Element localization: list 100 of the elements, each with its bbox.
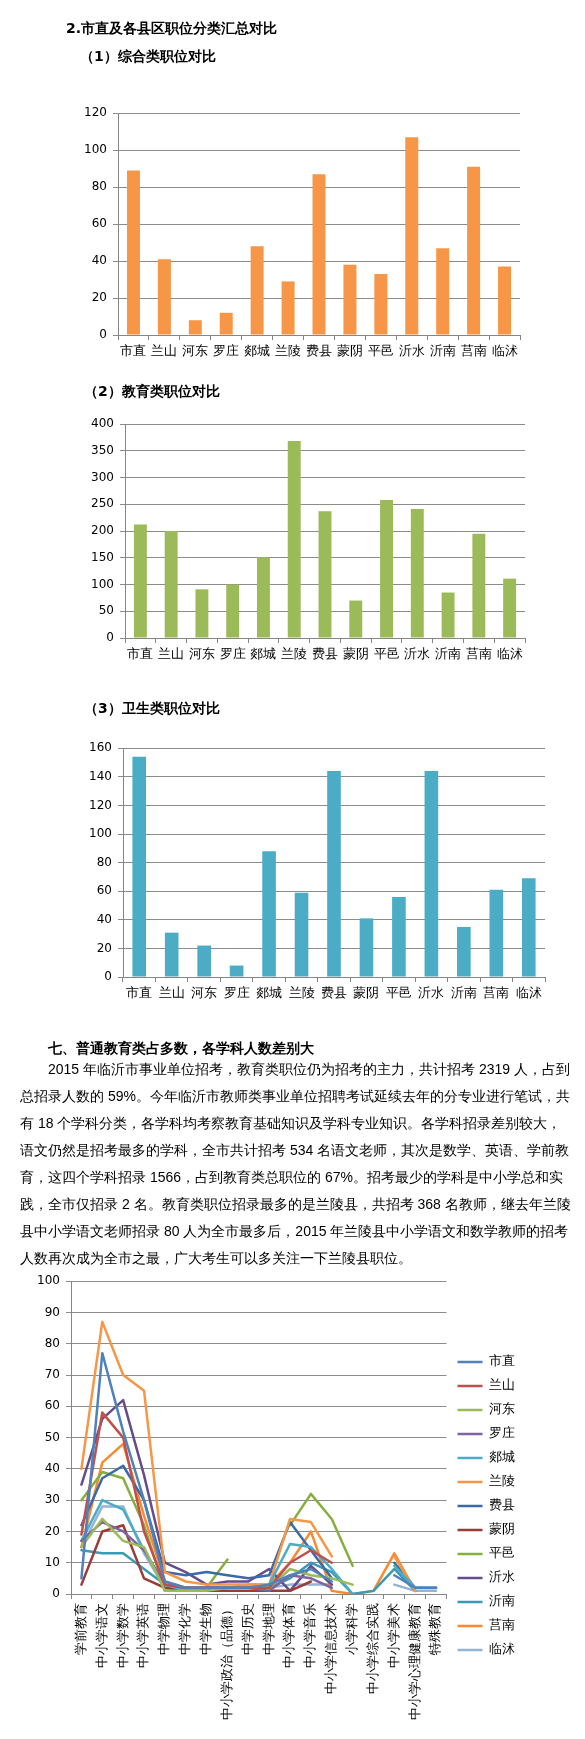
legend-label: 市直 [489,1353,515,1369]
x-tick-label: 费县 [321,985,347,1001]
y-tick-label: 20 [96,940,112,955]
x-tick-label: 沂南 [450,985,477,1001]
legend-label: 平邑 [489,1545,515,1561]
y-tick-label: 350 [91,442,114,457]
legend-label: 蒙阴 [489,1521,515,1537]
x-tick-label: 莒南 [460,343,487,359]
x-tick-label: 兰山 [151,343,178,359]
legend-label: 郯城 [489,1449,515,1465]
x-tick-label: 特殊教育 [427,1603,443,1655]
x-tick-label: 沂水 [398,343,425,359]
y-tick-label: 80 [96,854,112,869]
y-tick-label: 30 [44,1492,60,1507]
x-tick-label: 兰山 [158,646,185,662]
x-tick-label: 蒙阴 [336,343,363,359]
y-tick-label: 120 [89,797,112,812]
x-tick-label: 中学生物 [197,1603,213,1655]
legend-label: 沂水 [489,1569,515,1585]
x-tick-label: 莒南 [465,646,492,662]
x-tick-label: 沂水 [418,985,445,1001]
x-tick-label: 罗庄 [213,343,240,359]
y-tick-label: 100 [91,576,114,591]
y-tick-label: 10 [44,1554,60,1569]
chart-title: 2.市直及各县区职位分类汇总对比 [66,20,278,36]
x-tick-label: 中小学政治（品德） [218,1603,234,1720]
x-tick-label: 兰陵 [281,646,308,662]
x-tick-label: 中小学体育 [281,1603,297,1668]
chart-subtitle: （1）综合类职位对比 [80,48,216,64]
y-tick-label: 70 [44,1367,60,1382]
x-tick-label: 蒙阴 [353,985,380,1001]
y-tick-label: 40 [44,1461,60,1476]
y-tick-label: 120 [84,105,107,120]
x-tick-label: 临沭 [491,343,518,359]
x-tick-label: 河东 [188,646,215,662]
chart-title: （3）卫生类职位对比 [84,700,220,716]
x-tick-label: 中小学数学 [114,1603,130,1668]
y-tick-label: 160 [89,740,112,755]
y-tick-label: 20 [44,1523,60,1538]
legend-label: 费县 [489,1497,515,1513]
x-tick-label: 学前教育 [72,1603,88,1655]
x-tick-label: 费县 [312,646,338,662]
x-tick-label: 郯城 [256,985,283,1001]
chart-title: 七、普通教育类占多数，各学科人数差别大 [48,1040,314,1056]
x-tick-label: 兰山 [158,985,185,1001]
y-tick-label: 0 [106,630,114,645]
y-tick-label: 140 [89,768,112,783]
legend-label: 兰山 [489,1377,515,1393]
x-tick-label: 费县 [306,343,332,359]
y-tick-label: 100 [84,142,107,157]
y-tick-label: 250 [91,496,114,511]
y-tick-label: 150 [91,549,114,564]
x-tick-label: 临沭 [515,985,542,1001]
x-tick-label: 中小学英语 [135,1603,151,1668]
x-tick-label: 中小学语文 [93,1603,109,1668]
x-tick-label: 郯城 [250,646,277,662]
x-tick-label: 沂南 [429,343,456,359]
x-tick-label: 河东 [191,985,218,1001]
x-tick-label: 中小学综合实践 [364,1603,380,1694]
x-tick-label: 河东 [182,343,209,359]
x-tick-label: 平邑 [373,646,400,662]
y-tick-label: 300 [91,469,114,484]
x-tick-label: 中小学信息技术 [323,1603,339,1694]
y-tick-label: 60 [91,216,107,231]
x-tick-label: 小学科学 [344,1603,359,1655]
x-tick-label: 沂水 [404,646,431,662]
y-tick-label: 0 [99,327,107,342]
x-tick-label: 中小学美术 [385,1603,401,1668]
y-tick-label: 40 [96,911,112,926]
x-tick-label: 郯城 [244,343,271,359]
x-tick-label: 市直 [120,343,147,359]
x-tick-label: 兰陵 [288,985,315,1001]
x-tick-label: 中小学心理健康教育 [406,1603,422,1720]
x-tick-label: 市直 [126,985,153,1001]
y-tick-label: 80 [91,179,107,194]
x-tick-label: 罗庄 [219,646,246,662]
x-tick-label: 中学地理 [260,1603,276,1655]
y-tick-label: 90 [44,1304,60,1319]
legend-label: 罗庄 [489,1425,515,1441]
x-tick-label: 中学物理 [156,1603,172,1655]
chart-title: （2）教育类职位对比 [84,383,220,399]
x-tick-label: 平邑 [385,985,412,1001]
y-tick-label: 80 [44,1335,60,1350]
y-tick-label: 50 [44,1429,60,1444]
y-tick-label: 50 [98,603,114,618]
x-tick-label: 市直 [127,646,154,662]
x-tick-label: 中学历史 [239,1603,255,1655]
legend-label: 河东 [489,1401,515,1417]
x-tick-label: 沂南 [435,646,462,662]
y-tick-label: 40 [91,253,107,268]
legend-label: 沂南 [489,1593,515,1609]
y-tick-label: 60 [44,1398,60,1413]
y-tick-label: 400 [91,416,114,431]
x-tick-label: 平邑 [367,343,394,359]
x-tick-label: 罗庄 [223,985,250,1001]
x-tick-label: 莒南 [483,985,510,1001]
legend-label: 兰陵 [489,1473,515,1489]
x-tick-label: 蒙阴 [342,646,369,662]
y-tick-label: 60 [96,883,112,898]
y-tick-label: 20 [91,290,107,305]
